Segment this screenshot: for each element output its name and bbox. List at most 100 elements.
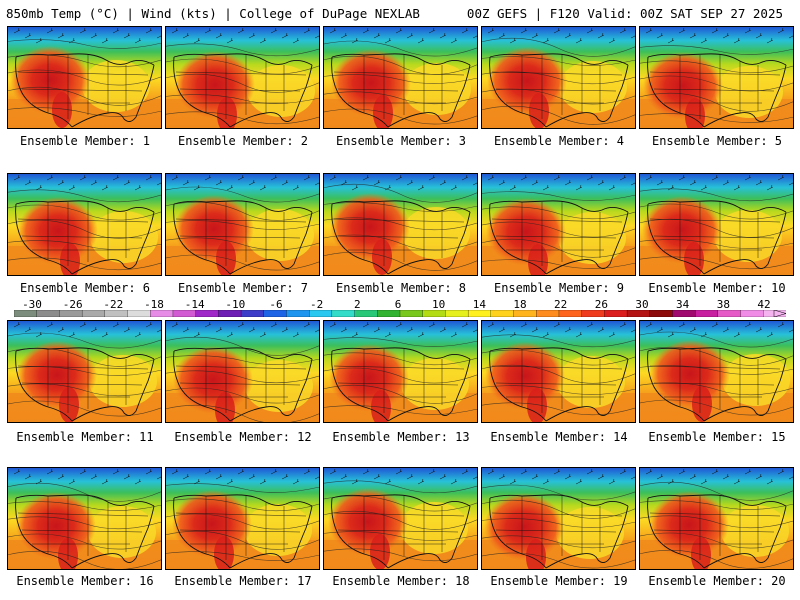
chart-header-valid-time: 00Z GEFS | F120 Valid: 00Z SAT SEP 27 20… xyxy=(466,6,783,21)
ensemble-member-map xyxy=(7,467,162,570)
temperature-map-image xyxy=(324,27,477,128)
ensemble-member-map xyxy=(639,173,794,276)
temperature-map-image xyxy=(8,27,161,128)
colorbar-segment xyxy=(558,310,583,317)
ensemble-member-map xyxy=(7,26,162,129)
ensemble-member-label: Ensemble Member: 7 xyxy=(177,281,309,295)
colorbar-segment xyxy=(695,310,719,317)
ensemble-member-label: Ensemble Member: 1 xyxy=(19,134,151,148)
colorbar-tick-label: 26 xyxy=(594,298,608,311)
colorbar-segment xyxy=(263,310,287,317)
ensemble-member-label: Ensemble Member: 14 xyxy=(490,430,628,444)
temperature-map-image xyxy=(482,468,635,569)
colorbar-tick-label: 10 xyxy=(432,298,446,311)
temperature-map-image xyxy=(324,174,477,275)
colorbar-segment xyxy=(331,310,356,317)
ensemble-member-map xyxy=(165,173,320,276)
colorbar-segment xyxy=(536,310,560,317)
ensemble-member-label: Ensemble Member: 12 xyxy=(174,430,312,444)
colorbar-tick-label: 14 xyxy=(472,298,486,311)
colorbar-segment xyxy=(717,310,742,317)
ensemble-member-label: Ensemble Member: 6 xyxy=(19,281,151,295)
ensemble-member-label: Ensemble Member: 18 xyxy=(332,574,470,588)
colorbar-segment xyxy=(59,310,83,317)
colorbar-tick-label: 38 xyxy=(716,298,730,311)
ensemble-member-label: Ensemble Member: 8 xyxy=(335,281,467,295)
colorbar-segment xyxy=(36,310,60,317)
colorbar-tick-label: -10 xyxy=(225,298,246,311)
ensemble-member-label: Ensemble Member: 20 xyxy=(648,574,786,588)
ensemble-member-map xyxy=(481,173,636,276)
ensemble-member-map xyxy=(639,320,794,423)
temperature-map-image xyxy=(640,27,793,128)
ensemble-member-label: Ensemble Member: 4 xyxy=(493,134,625,148)
colorbar-tick-label: 2 xyxy=(354,298,361,311)
colorbar-segment xyxy=(422,310,446,317)
ensemble-member-map xyxy=(323,467,478,570)
ensemble-member-map xyxy=(481,467,636,570)
colorbar-segment xyxy=(649,310,673,317)
ensemble-member-map xyxy=(323,320,478,423)
colorbar-segment xyxy=(218,310,242,317)
temperature-map-image xyxy=(166,468,319,569)
colorbar-segment xyxy=(672,310,696,317)
colorbar-tick-label: -6 xyxy=(269,298,283,311)
colorbar-segment xyxy=(309,310,333,317)
colorbar-tick-label: -2 xyxy=(310,298,324,311)
temperature-map-image xyxy=(8,321,161,422)
temperature-map-image xyxy=(8,174,161,275)
temperature-map-image xyxy=(166,321,319,422)
colorbar-tick-label: 34 xyxy=(676,298,690,311)
ensemble-member-label: Ensemble Member: 13 xyxy=(332,430,470,444)
ensemble-member-map xyxy=(7,320,162,423)
colorbar-segment xyxy=(81,310,106,317)
ensemble-member-map xyxy=(481,320,636,423)
colorbar-segment xyxy=(604,310,628,317)
temperature-map-image xyxy=(640,174,793,275)
temperature-map-image xyxy=(482,321,635,422)
ensemble-member-label: Ensemble Member: 17 xyxy=(174,574,312,588)
colorbar-segment xyxy=(286,310,310,317)
ensemble-member-label: Ensemble Member: 5 xyxy=(651,134,783,148)
colorbar-segment xyxy=(399,310,424,317)
ensemble-member-label: Ensemble Member: 16 xyxy=(16,574,154,588)
colorbar-tick-label: -22 xyxy=(103,298,124,311)
ensemble-member-map xyxy=(323,173,478,276)
colorbar-segment xyxy=(377,310,401,317)
colorbar-tick-label: 22 xyxy=(554,298,568,311)
ensemble-member-map xyxy=(165,320,320,423)
ensemble-member-map xyxy=(165,26,320,129)
temperature-map-image xyxy=(324,468,477,569)
ensemble-member-map xyxy=(639,467,794,570)
colorbar-segment xyxy=(14,310,38,317)
ensemble-member-label: Ensemble Member: 2 xyxy=(177,134,309,148)
colorbar-segment xyxy=(150,310,174,317)
ensemble-member-map xyxy=(481,26,636,129)
temperature-map-image xyxy=(166,174,319,275)
colorbar-segment xyxy=(467,310,492,317)
colorbar-segment xyxy=(127,310,151,317)
ensemble-member-map xyxy=(323,26,478,129)
colorbar-segment xyxy=(172,310,197,317)
colorbar-tick-label: 18 xyxy=(513,298,527,311)
colorbar-segment xyxy=(195,310,219,317)
colorbar-tick-label: -26 xyxy=(62,298,83,311)
colorbar-segment xyxy=(445,310,469,317)
temperature-map-image xyxy=(640,468,793,569)
colorbar-segment xyxy=(354,310,378,317)
ensemble-member-label: Ensemble Member: 9 xyxy=(493,281,625,295)
temperature-map-image xyxy=(8,468,161,569)
colorbar-segment xyxy=(104,310,128,317)
temperature-map-image xyxy=(482,174,635,275)
ensemble-member-map xyxy=(639,26,794,129)
ensemble-member-label: Ensemble Member: 11 xyxy=(16,430,154,444)
colorbar-segment xyxy=(513,310,537,317)
chart-header-title: 850mb Temp (°C) | Wind (kts) | College o… xyxy=(6,6,420,21)
ensemble-member-map xyxy=(7,173,162,276)
temperature-map-image xyxy=(166,27,319,128)
temperature-map-image xyxy=(482,27,635,128)
colorbar-segment xyxy=(626,310,651,317)
colorbar-segment xyxy=(490,310,514,317)
colorbar-tick-label: -30 xyxy=(22,298,42,311)
ensemble-member-label: Ensemble Member: 19 xyxy=(490,574,628,588)
